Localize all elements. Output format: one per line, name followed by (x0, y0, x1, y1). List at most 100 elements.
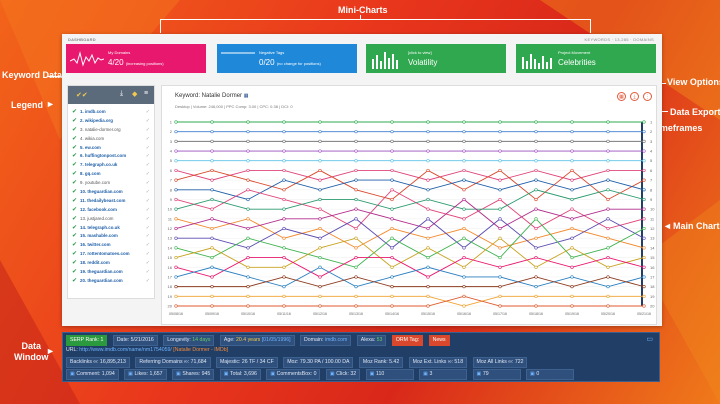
checkbox-icon[interactable]: ✔ (72, 242, 78, 249)
visible-toggle-icon[interactable]: ✓ (145, 233, 150, 240)
x-tick-label: 05/19/16 (565, 312, 579, 316)
visible-toggle-icon[interactable]: ✓ (145, 144, 150, 151)
checkbox-icon[interactable]: ✔ (72, 260, 78, 267)
domain-value[interactable]: Domain: imdb.com (300, 335, 352, 346)
checkbox-icon[interactable]: ✔ (72, 197, 78, 204)
checkbox-icon[interactable]: ✔ (72, 189, 78, 196)
legend-item[interactable]: ✔ 19. theguardian.com ✓ (71, 268, 151, 277)
checkbox-icon[interactable]: ✔ (72, 206, 78, 213)
visible-toggle-icon[interactable]: ✓ (145, 269, 150, 276)
x-tick-label: 05/20/16 (601, 312, 615, 316)
checkbox-icon[interactable]: ✔ (72, 126, 78, 133)
visible-toggle-icon[interactable]: ✓ (145, 251, 150, 258)
backlinks-value: Backlinks ∞: 16,895,213 (66, 357, 130, 368)
url-link[interactable]: http://www.imdb.com/name/nm1754059/ (79, 347, 172, 353)
check-all-icon[interactable]: ✔✔ (76, 92, 88, 99)
legend-item-label: 17. rottentomatoes.com (80, 251, 130, 257)
checkbox-icon[interactable]: ✔ (72, 269, 78, 276)
legend-item[interactable]: ✔ 18. reddit.com ✓ (71, 259, 151, 268)
checkbox-icon[interactable]: ✔ (72, 215, 78, 222)
visible-toggle-icon[interactable]: ✓ (145, 260, 150, 267)
visible-toggle-icon[interactable]: ✓ (145, 189, 150, 196)
visible-toggle-icon[interactable]: ✓ (145, 109, 150, 115)
mini-chart-my-domains[interactable]: My Domains 4/20 (increasing positions) (66, 44, 206, 73)
visible-toggle-icon[interactable]: ✓ (145, 224, 150, 231)
y-tick-label-left: 15 (168, 255, 173, 260)
external-window-icon[interactable]: ▭ (646, 336, 653, 343)
callout-line (160, 19, 161, 33)
timeframes-calendar-icon[interactable]: ▦ (617, 92, 626, 101)
legend-item[interactable]: ✔ 11. thedailybeast.com ✓ (71, 197, 151, 206)
visible-toggle-icon[interactable]: ✓ (145, 135, 150, 142)
legend-item[interactable]: ✔ 3. natalie-dormer.org ✓ (71, 126, 151, 135)
checkbox-icon[interactable]: ✔ (72, 153, 78, 160)
visible-toggle-icon[interactable]: ✓ (145, 206, 150, 213)
visible-toggle-icon[interactable]: ✓ (145, 171, 150, 178)
legend-item[interactable]: ✔ 15. mashable.com ✓ (71, 232, 151, 241)
legend-item[interactable]: ✔ 1. imdb.com ✓ (71, 108, 151, 117)
checkbox-icon[interactable]: ✔ (72, 144, 78, 151)
series-line (176, 295, 644, 307)
legend-item[interactable]: ✔ 9. youtube.com ✓ (71, 179, 151, 188)
visible-toggle-icon[interactable]: ✓ (145, 153, 150, 160)
legend-item[interactable]: ✔ 17. rottentomatoes.com ✓ (71, 250, 151, 259)
legend-item[interactable]: ✔ 16. twitter.com ✓ (71, 241, 151, 250)
series-point (174, 149, 178, 153)
checkbox-icon[interactable]: ✔ (72, 180, 78, 187)
mini-chart-negative-tags[interactable]: Negative Tags 0/20 (no change for positi… (217, 44, 357, 73)
series-point (390, 120, 394, 124)
mini-chart-volatility[interactable]: [click to view] Volatility (366, 44, 506, 73)
checkbox-icon[interactable]: ✔ (72, 277, 78, 284)
top-bar-nav[interactable]: KEYWORDS · 13,285 · DOMAINS (584, 37, 654, 42)
series-point (462, 217, 466, 221)
x-tick-label: 05/08/16 (169, 312, 183, 316)
series-line (175, 189, 645, 210)
orm-tag-label: ORM Tag: (391, 335, 424, 346)
visible-toggle-icon[interactable]: ✓ (145, 242, 150, 249)
series-point (498, 275, 502, 279)
legend-item[interactable]: ✔ 5. ew.com ✓ (71, 144, 151, 153)
legend-item[interactable]: ✔ 12. facebook.com ✓ (71, 206, 151, 215)
checkbox-icon[interactable]: ✔ (72, 162, 78, 169)
series-point (210, 255, 214, 260)
tag-icon[interactable]: ◆ (132, 91, 138, 98)
legend-item[interactable]: ✔ 13. justjared.com ✓ (71, 215, 151, 224)
checkbox-icon[interactable]: ✔ (72, 171, 78, 178)
legend-item[interactable]: ✔ 10. theguardian.com ✓ (71, 188, 151, 197)
series-point (174, 255, 178, 260)
view-options-icon[interactable]: ⋮ (643, 92, 652, 101)
y-tick-label-right: 13 (650, 236, 655, 241)
checkbox-icon[interactable]: ✔ (72, 135, 78, 142)
visible-toggle-icon[interactable]: ✓ (145, 162, 150, 169)
legend-item[interactable]: ✔ 8. gq.com ✓ (71, 170, 151, 179)
visible-toggle-icon[interactable]: ✓ (145, 277, 150, 284)
legend-item[interactable]: ✔ 7. telegraph.co.uk ✓ (71, 161, 151, 170)
filter-icon[interactable]: ≡ (144, 90, 149, 97)
mini-chart-celebrities[interactable]: Project Movement Celebrities (516, 44, 656, 73)
visible-toggle-icon[interactable]: ✓ (145, 215, 150, 222)
visible-toggle-icon[interactable]: ✓ (145, 197, 150, 204)
visible-toggle-icon[interactable]: ✓ (145, 126, 150, 133)
series-point (606, 304, 610, 308)
keyword-label: Keyword: Natalie Dormer ▦ (175, 93, 249, 99)
legend-item[interactable]: ✔ 2. wikipedia.org ✓ (71, 117, 151, 126)
series-point (246, 294, 250, 298)
checkbox-icon[interactable]: ✔ (72, 224, 78, 231)
data-export-icon[interactable]: ⤓ (630, 92, 639, 101)
checkbox-icon[interactable]: ✔ (72, 109, 78, 115)
visible-toggle-icon[interactable]: ✓ (145, 117, 150, 124)
visible-toggle-icon[interactable]: ✓ (145, 180, 150, 187)
checkbox-icon[interactable]: ✔ (72, 251, 78, 258)
legend-item[interactable]: ✔ 6. huffingtonpost.com ✓ (71, 152, 151, 161)
checkbox-icon[interactable]: ✔ (72, 117, 78, 124)
y-tick-label-left: 13 (168, 236, 173, 241)
series-point (318, 294, 322, 298)
checkbox-icon[interactable]: ✔ (72, 233, 78, 240)
legend-item[interactable]: ✔ 4. wikia.com ✓ (71, 135, 151, 144)
orm-tag-value[interactable]: News (428, 335, 450, 346)
download-icon[interactable]: ⤓ (120, 90, 124, 97)
legend-item[interactable]: ✔ 14. telegraph.co.uk ✓ (71, 224, 151, 233)
series-point (462, 285, 466, 289)
legend-item[interactable]: ✔ 20. theguardian.com ✓ (71, 277, 151, 286)
